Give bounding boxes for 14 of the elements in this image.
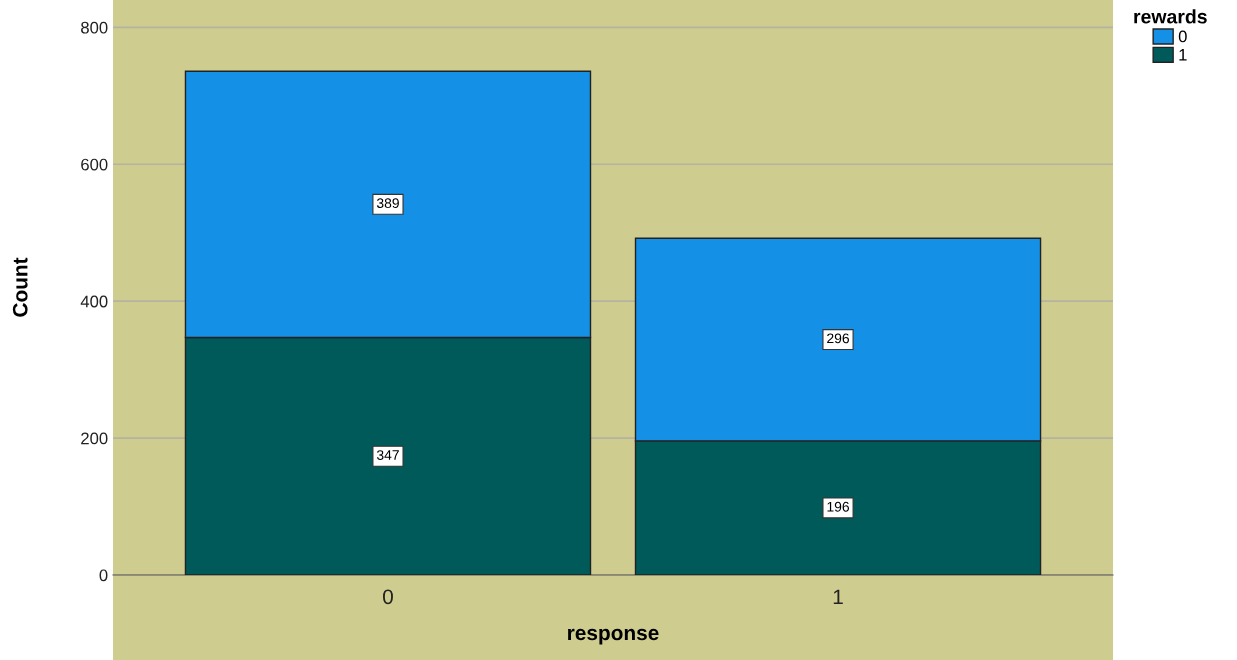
data-label: 296 [827,333,849,344]
y-tick-label: 400 [80,295,108,308]
y-tick-label: 800 [81,21,108,34]
legend-title: rewards [1134,9,1207,24]
y-tick-label: 600 [81,158,108,171]
data-label: 196 [827,501,849,512]
y-tick-label: 200 [81,432,108,445]
y-tick-label: 0 [99,569,108,582]
legend-label: 1 [1179,49,1187,61]
legend-label: 0 [1178,30,1187,43]
x-axis-title: response [568,628,659,645]
data-label: 389 [376,198,399,209]
data-label: 347 [376,450,399,460]
y-axis-title: Count [12,257,28,317]
